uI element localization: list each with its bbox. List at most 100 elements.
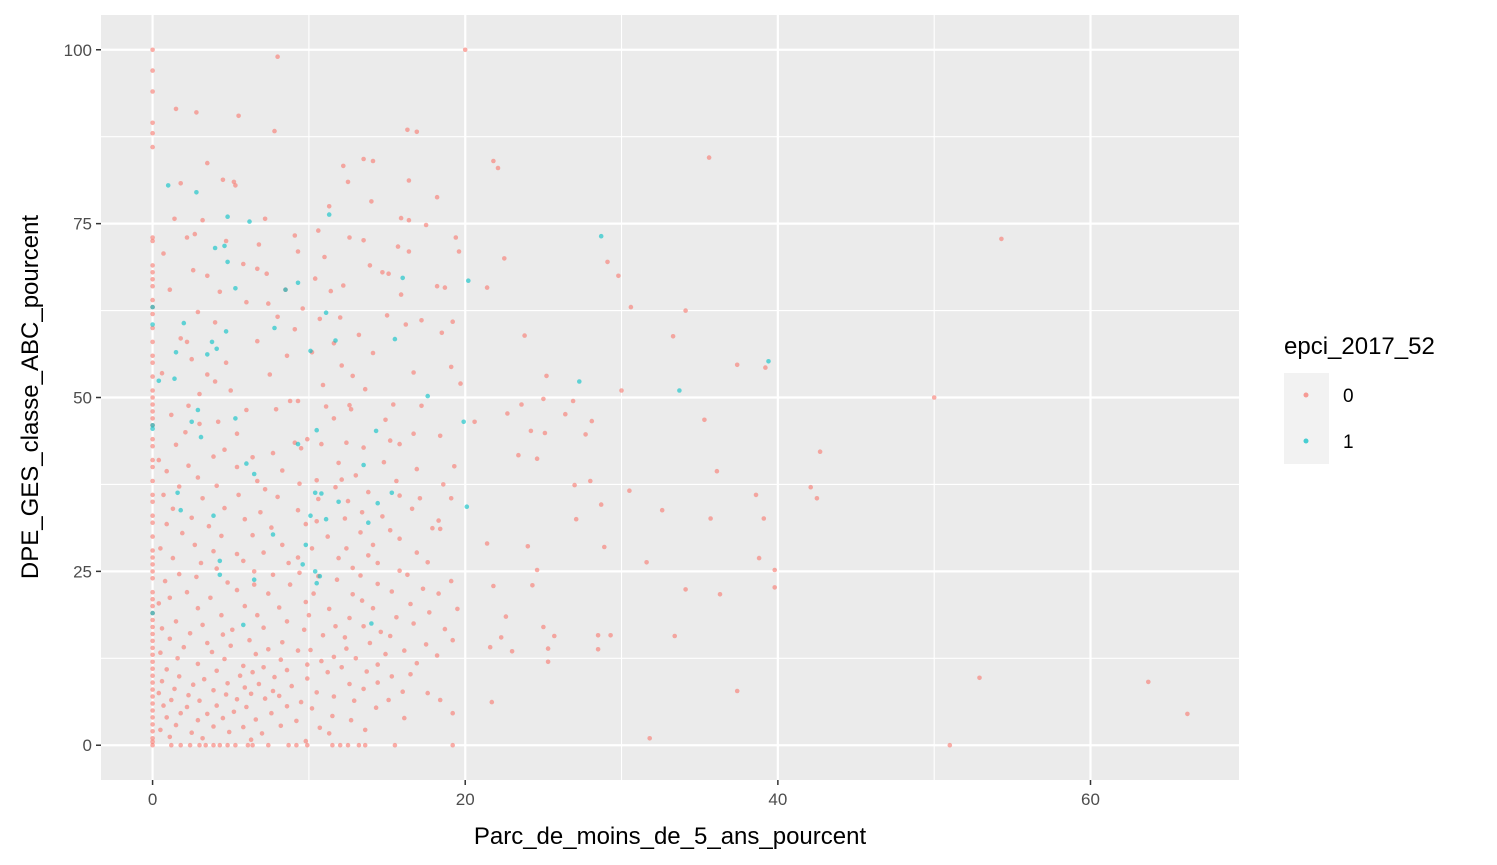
data-point-series-0 [270,572,276,578]
data-point-series-0 [331,694,337,699]
data-point-series-0 [259,731,265,736]
data-point-series-0 [509,649,515,654]
data-point-series-1 [677,388,682,393]
data-point-series-0 [384,313,390,318]
data-point-series-0 [212,379,218,384]
data-point-series-0 [563,411,568,417]
data-point-series-0 [303,599,309,605]
data-point-series-0 [150,47,155,53]
data-point-series-0 [164,521,169,527]
data-point-series-1 [425,393,431,399]
data-point-series-1 [165,183,171,188]
data-point-series-0 [389,674,395,679]
data-point-series-0 [150,603,155,609]
data-point-series-0 [150,680,155,685]
data-point-series-0 [292,233,298,238]
data-point-series-1 [223,329,229,334]
data-point-series-1 [172,376,177,382]
data-point-series-0 [150,235,155,240]
data-point-series-0 [158,727,163,733]
data-point-series-0 [234,551,240,557]
data-point-series-0 [225,681,230,686]
data-point-series-0 [437,433,443,439]
data-point-series-0 [370,542,376,548]
data-point-series-1 [283,287,288,293]
data-point-series-1 [400,275,406,281]
data-point-series-0 [455,606,460,612]
data-point-series-0 [931,395,937,400]
data-point-series-0 [341,163,346,169]
data-point-series-0 [150,562,155,567]
data-point-series-0 [595,633,601,638]
data-point-series-0 [150,736,155,741]
data-point-series-0 [176,674,182,679]
data-point-series-0 [248,737,254,742]
data-point-series-0 [211,742,216,748]
data-point-series-0 [253,651,259,657]
data-point-series-0 [380,270,385,275]
data-point-series-0 [173,722,179,728]
data-point-series-0 [1185,711,1190,717]
data-point-series-0 [244,704,249,710]
data-point-series-0 [437,526,443,532]
data-point-series-0 [195,309,201,315]
data-point-series-0 [242,685,248,690]
data-point-series-0 [373,705,379,710]
data-point-series-0 [361,156,366,162]
data-point-series-0 [706,155,712,160]
data-point-series-0 [386,697,391,703]
data-point-series-0 [530,583,535,588]
data-point-series-0 [298,699,304,705]
x-tick-label: 0 [148,790,157,809]
data-point-series-0 [173,619,179,624]
data-point-series-0 [491,158,496,164]
data-point-series-0 [528,428,534,434]
data-point-series-0 [423,642,429,647]
data-point-series-0 [317,316,323,322]
data-point-series-0 [264,271,270,277]
data-point-series-1 [150,322,155,327]
data-point-series-0 [192,231,198,237]
data-point-series-0 [312,276,318,281]
data-point-series-0 [150,89,155,94]
data-point-series-0 [233,742,238,748]
legend-key-0 [1303,392,1309,398]
data-point-series-0 [345,179,351,185]
data-point-series-1 [317,573,323,579]
data-point-series-0 [245,742,251,748]
data-point-series-0 [150,238,155,244]
data-point-series-0 [280,640,285,645]
data-point-series-0 [717,592,723,597]
data-point-series-0 [284,619,290,624]
data-point-series-0 [150,659,155,665]
data-point-series-0 [947,742,953,748]
data-point-series-0 [628,304,634,310]
data-point-series-0 [405,572,410,578]
data-point-series-0 [370,158,376,164]
data-point-series-0 [320,382,326,388]
data-point-series-1 [150,304,155,310]
data-point-series-0 [419,318,424,323]
data-point-series-0 [375,581,381,587]
data-point-series-0 [262,696,268,701]
data-point-series-0 [150,464,155,470]
data-point-series-0 [234,697,240,702]
data-point-series-0 [167,287,173,293]
data-point-series-0 [383,651,388,657]
data-point-series-0 [322,254,327,260]
data-point-series-1 [217,572,223,578]
data-point-series-1 [214,346,219,352]
data-point-series-0 [206,523,212,529]
data-point-series-0 [197,742,202,748]
data-point-series-0 [595,647,601,652]
data-point-series-1 [225,214,230,219]
data-point-series-0 [287,582,293,587]
data-point-series-0 [261,625,266,630]
data-point-series-0 [254,612,260,618]
data-point-series-0 [588,478,593,484]
data-point-series-0 [254,266,260,272]
data-point-series-0 [298,446,304,451]
data-point-series-0 [186,463,191,469]
data-point-series-0 [150,687,155,692]
